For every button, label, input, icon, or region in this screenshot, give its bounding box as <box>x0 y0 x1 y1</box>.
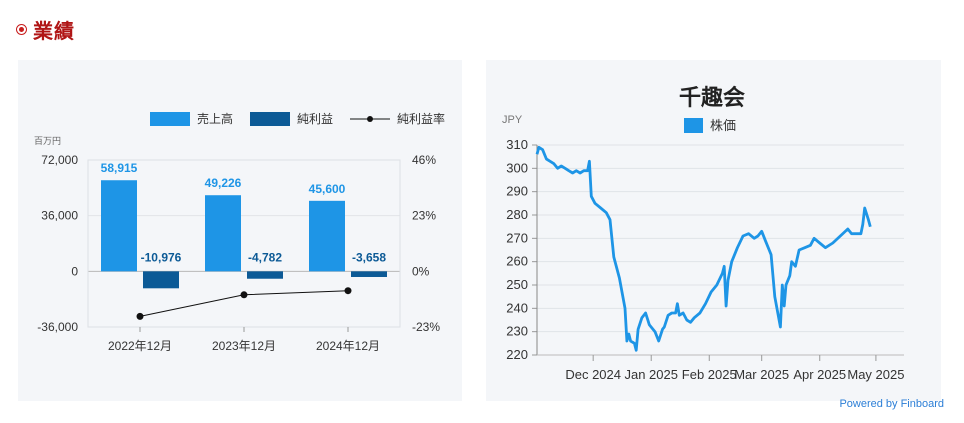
y-tick-label: 230 <box>506 324 528 339</box>
x-tick-label: Mar 2025 <box>734 367 789 382</box>
net-income-bar <box>143 271 179 289</box>
net-margin-point <box>240 291 248 299</box>
legend-label-net-income: 純利益 <box>297 112 333 126</box>
y-tick-label: 220 <box>506 347 528 362</box>
legend-swatch-net-income <box>250 112 290 126</box>
legend-swatch-sales <box>150 112 190 126</box>
x-tick-label: May 2025 <box>847 367 904 382</box>
sales-bar <box>309 200 345 272</box>
sales-bar <box>205 195 241 272</box>
net-income-bar <box>351 271 387 277</box>
net-margin-point <box>136 312 144 320</box>
x-tick-label: 2024年12月 <box>316 339 380 353</box>
right-tick-label: 0% <box>412 264 430 278</box>
section-header: 業績 <box>16 14 75 44</box>
left-tick-label: 72,000 <box>41 153 78 167</box>
powered-by-link[interactable]: Powered by Finboard <box>839 398 944 410</box>
legend-label-price: 株価 <box>710 118 736 133</box>
left-tick-label: 36,000 <box>41 209 78 223</box>
sales-bar <box>101 180 137 272</box>
left-tick-label: 0 <box>71 264 78 278</box>
legend-label-margin: 純利益率 <box>397 111 445 126</box>
section-title: 業績 <box>33 18 75 43</box>
net-income-bar <box>247 271 283 279</box>
legend-label-sales: 売上高 <box>197 111 233 126</box>
x-tick-label: Apr 2025 <box>793 367 846 382</box>
left-axis-unit: 百万円 <box>34 136 61 146</box>
x-tick-label: 2022年12月 <box>108 339 172 353</box>
x-tick-label: Feb 2025 <box>682 367 737 382</box>
right-tick-label: 46% <box>412 153 436 167</box>
x-tick-label: 2023年12月 <box>212 339 276 353</box>
y-tick-label: 260 <box>506 254 528 269</box>
x-tick-label: Jan 2025 <box>624 367 678 382</box>
sales-value-label: 58,915 <box>101 161 138 175</box>
net-income-value-label: -3,658 <box>352 250 386 264</box>
chart-title: 千趣会 <box>679 85 745 110</box>
legend-marker-margin <box>367 116 373 122</box>
right-tick-label: 23% <box>412 209 436 223</box>
y-tick-label: 310 <box>506 137 528 152</box>
y-tick-label: 270 <box>506 230 528 245</box>
price-line <box>535 145 872 352</box>
left-tick-label: -36,000 <box>37 320 78 334</box>
net-income-value-label: -4,782 <box>248 250 282 264</box>
net-margin-point <box>344 287 352 295</box>
y-tick-label: 290 <box>506 184 528 199</box>
section-bullet-icon <box>16 23 27 35</box>
net-income-value-label: -10,976 <box>141 250 182 264</box>
y-tick-label: 280 <box>506 207 528 222</box>
sales-value-label: 45,600 <box>309 182 346 196</box>
y-axis-unit: JPY <box>502 114 523 126</box>
y-tick-label: 300 <box>506 160 528 175</box>
financials-chart-panel: 売上高 純利益 純利益率百万円 72,000 36,000 0 -36,000 46% 23% 0… <box>18 60 462 401</box>
x-tick-label: Dec 2024 <box>565 367 621 382</box>
sales-value-label: 49,226 <box>205 176 242 190</box>
y-tick-label: 240 <box>506 300 528 315</box>
stock-price-chart-panel: 千趣会株価 JPY 220 230 240 250 260 270 280 290 300 310 De… <box>486 60 941 401</box>
legend-swatch-price <box>684 118 703 133</box>
right-tick-label: -23% <box>412 320 440 334</box>
y-tick-label: 250 <box>506 277 528 292</box>
